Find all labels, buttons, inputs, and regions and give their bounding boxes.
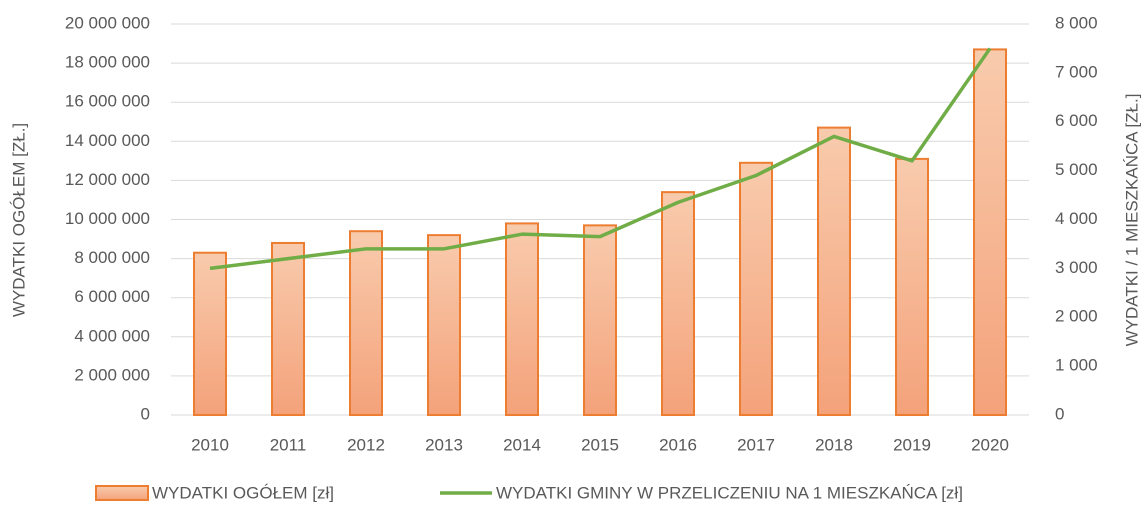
y-tick-label: 2 000 000 — [74, 365, 150, 384]
bar — [583, 224, 617, 416]
bar — [271, 241, 305, 416]
y-tick-label: 16 000 000 — [65, 92, 150, 111]
bar — [505, 222, 539, 416]
legend-swatch — [95, 485, 149, 501]
y2-tick-label: 2 000 — [1055, 307, 1098, 326]
y-tick-label: 10 000 000 — [65, 209, 150, 228]
x-tick-label: 2020 — [971, 435, 1009, 454]
bar — [973, 48, 1007, 416]
bar — [817, 126, 851, 417]
x-tick-label: 2018 — [815, 435, 853, 454]
bar — [661, 191, 695, 416]
bar — [427, 234, 461, 416]
bar — [193, 251, 227, 416]
y2-tick-label: 6 000 — [1055, 111, 1098, 130]
x-tick-label: 2010 — [191, 435, 229, 454]
y-axis-title: WYDATKI OGÓŁEM [ZŁ.] — [9, 123, 28, 317]
y2-tick-label: 7 000 — [1055, 62, 1098, 81]
y-tick-label: 12 000 000 — [65, 170, 150, 189]
y2-tick-label: 8 000 — [1055, 13, 1098, 32]
y2-tick-label: 3 000 — [1055, 258, 1098, 277]
legend-label: WYDATKI GMINY W PRZELICZENIU NA 1 MIESZK… — [496, 483, 963, 502]
y-tick-label: 18 000 000 — [65, 53, 150, 72]
x-tick-label: 2016 — [659, 435, 697, 454]
y2-tick-label: 5 000 — [1055, 160, 1098, 179]
bar — [349, 230, 383, 416]
x-tick-label: 2012 — [347, 435, 385, 454]
y-tick-label: 8 000 000 — [74, 248, 150, 267]
bar — [895, 157, 929, 417]
y-tick-label: 0 — [141, 404, 150, 423]
y2-tick-label: 1 000 — [1055, 356, 1098, 375]
bar — [739, 161, 773, 416]
y2-axis-title: WYDATKI / 1 MIESZKAŃCA [ZŁ.] — [1122, 94, 1141, 347]
x-tick-label: 2019 — [893, 435, 931, 454]
y-tick-label: 20 000 000 — [65, 13, 150, 32]
x-tick-label: 2011 — [270, 435, 307, 454]
x-tick-label: 2015 — [581, 435, 619, 454]
y-tick-label: 14 000 000 — [65, 131, 150, 150]
y2-tick-label: 4 000 — [1055, 209, 1098, 228]
y-tick-label: 6 000 000 — [74, 287, 150, 306]
line — [209, 47, 992, 271]
y-tick-label: 4 000 000 — [74, 326, 150, 345]
y2-tick-label: 0 — [1055, 404, 1064, 423]
legend-label: WYDATKI OGÓŁEM [zł] — [152, 483, 334, 502]
x-tick-label: 2017 — [737, 435, 775, 454]
x-tick-label: 2014 — [503, 435, 541, 454]
x-tick-label: 2013 — [425, 435, 463, 454]
